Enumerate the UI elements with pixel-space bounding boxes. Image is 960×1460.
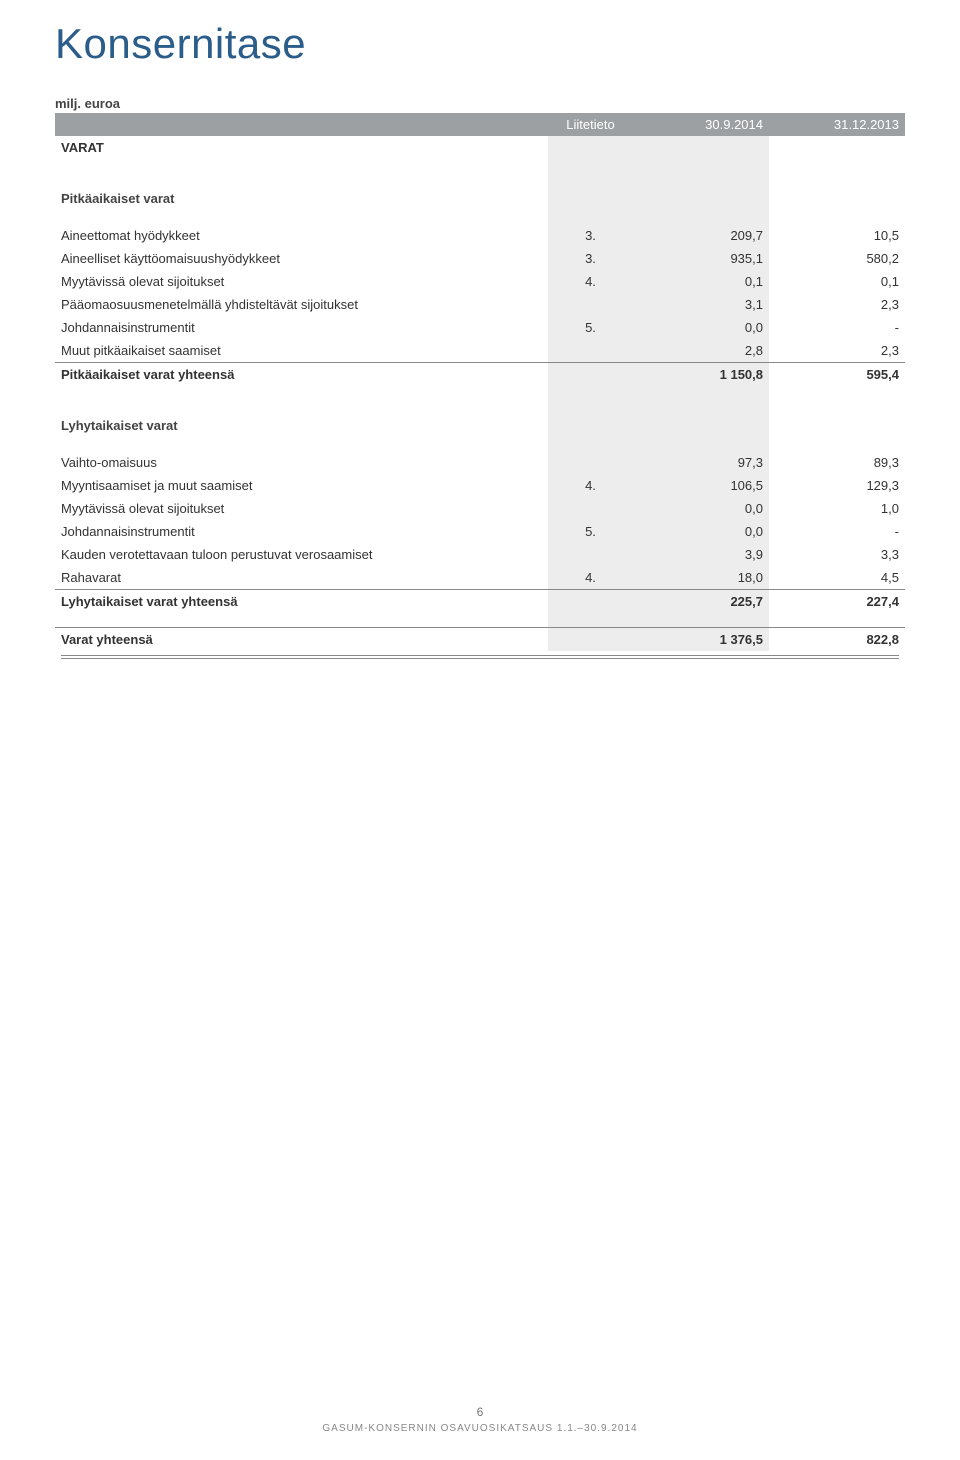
grand-total-v1: 1 376,5 (633, 627, 769, 651)
table-row-v1: 0,0 (633, 520, 769, 543)
table-row-label: Muut pitkäaikaiset saamiset (55, 339, 548, 363)
total-long-term-v1: 1 150,8 (633, 363, 769, 387)
table-row-v2: 129,3 (769, 474, 905, 497)
table-row-v2: 4,5 (769, 566, 905, 590)
section-varat: VARAT (55, 136, 548, 159)
table-row-v2: 89,3 (769, 451, 905, 474)
table-row-v2: 2,3 (769, 339, 905, 363)
table-row-note: 4. (548, 566, 633, 590)
table-row-note (548, 293, 633, 316)
table-row-label: Myytävissä olevat sijoitukset (55, 270, 548, 293)
table-row-label: Myytävissä olevat sijoitukset (55, 497, 548, 520)
header-note: Liitetieto (548, 113, 633, 136)
table-row-label: Johdannaisinstrumentit (55, 316, 548, 339)
table-row-note (548, 339, 633, 363)
table-row-v2: 580,2 (769, 247, 905, 270)
table-row-note: 4. (548, 270, 633, 293)
table-row-v2: 1,0 (769, 497, 905, 520)
table-row-note: 5. (548, 316, 633, 339)
grand-total-label: Varat yhteensä (55, 627, 548, 651)
header-blank (55, 113, 548, 136)
unit-caption: milj. euroa (55, 96, 905, 111)
table-row-label: Johdannaisinstrumentit (55, 520, 548, 543)
table-row-v1: 3,1 (633, 293, 769, 316)
balance-table: Liitetieto30.9.201431.12.2013 VARAT Pitkäa… (55, 113, 905, 663)
table-row-v2: 0,1 (769, 270, 905, 293)
total-long-term-v2: 595,4 (769, 363, 905, 387)
table-row-v2: 10,5 (769, 224, 905, 247)
table-row-v1: 2,8 (633, 339, 769, 363)
table-row-v1: 3,9 (633, 543, 769, 566)
total-short-term-v1: 225,7 (633, 590, 769, 614)
table-row-note: 4. (548, 474, 633, 497)
sub-long-term: Pitkäaikaiset varat (55, 187, 548, 210)
table-row-label: Kauden verotettavaan tuloon perustuvat v… (55, 543, 548, 566)
table-row-note (548, 497, 633, 520)
table-row-v1: 97,3 (633, 451, 769, 474)
table-row-v1: 209,7 (633, 224, 769, 247)
table-row-v1: 935,1 (633, 247, 769, 270)
table-row-label: Aineelliset käyttöomaisuushyödykkeet (55, 247, 548, 270)
table-row-v2: - (769, 316, 905, 339)
table-row-note (548, 543, 633, 566)
table-row-label: Pääomaosuusmenetelmällä yhdisteltävät si… (55, 293, 548, 316)
table-row-v1: 106,5 (633, 474, 769, 497)
table-row-v1: 0,0 (633, 316, 769, 339)
table-row-v1: 0,1 (633, 270, 769, 293)
table-row-note (548, 451, 633, 474)
table-row-label: Aineettomat hyödykkeet (55, 224, 548, 247)
sub-short-term: Lyhytaikaiset varat (55, 414, 548, 437)
table-row-v1: 0,0 (633, 497, 769, 520)
grand-total-v2: 822,8 (769, 627, 905, 651)
table-row-label: Rahavarat (55, 566, 548, 590)
header-col1: 30.9.2014 (633, 113, 769, 136)
table-row-note: 3. (548, 247, 633, 270)
total-long-term-label: Pitkäaikaiset varat yhteensä (55, 363, 548, 387)
table-row-note: 5. (548, 520, 633, 543)
table-row-v1: 18,0 (633, 566, 769, 590)
double-rule (55, 651, 905, 663)
header-col2: 31.12.2013 (769, 113, 905, 136)
table-row-label: Vaihto-omaisuus (55, 451, 548, 474)
table-row-v2: - (769, 520, 905, 543)
table-row-label: Myyntisaamiset ja muut saamiset (55, 474, 548, 497)
table-row-note: 3. (548, 224, 633, 247)
page-number: 6 (0, 1405, 960, 1419)
footer-text: GASUM-KONSERNIN OSAVUOSIKATSAUS 1.1.–30.… (322, 1423, 637, 1434)
table-row-v2: 3,3 (769, 543, 905, 566)
page-footer: 6 GASUM-KONSERNIN OSAVUOSIKATSAUS 1.1.–3… (0, 1405, 960, 1434)
page-title: Konsernitase (55, 20, 905, 68)
total-short-term-v2: 227,4 (769, 590, 905, 614)
total-short-term-label: Lyhytaikaiset varat yhteensä (55, 590, 548, 614)
table-row-v2: 2,3 (769, 293, 905, 316)
